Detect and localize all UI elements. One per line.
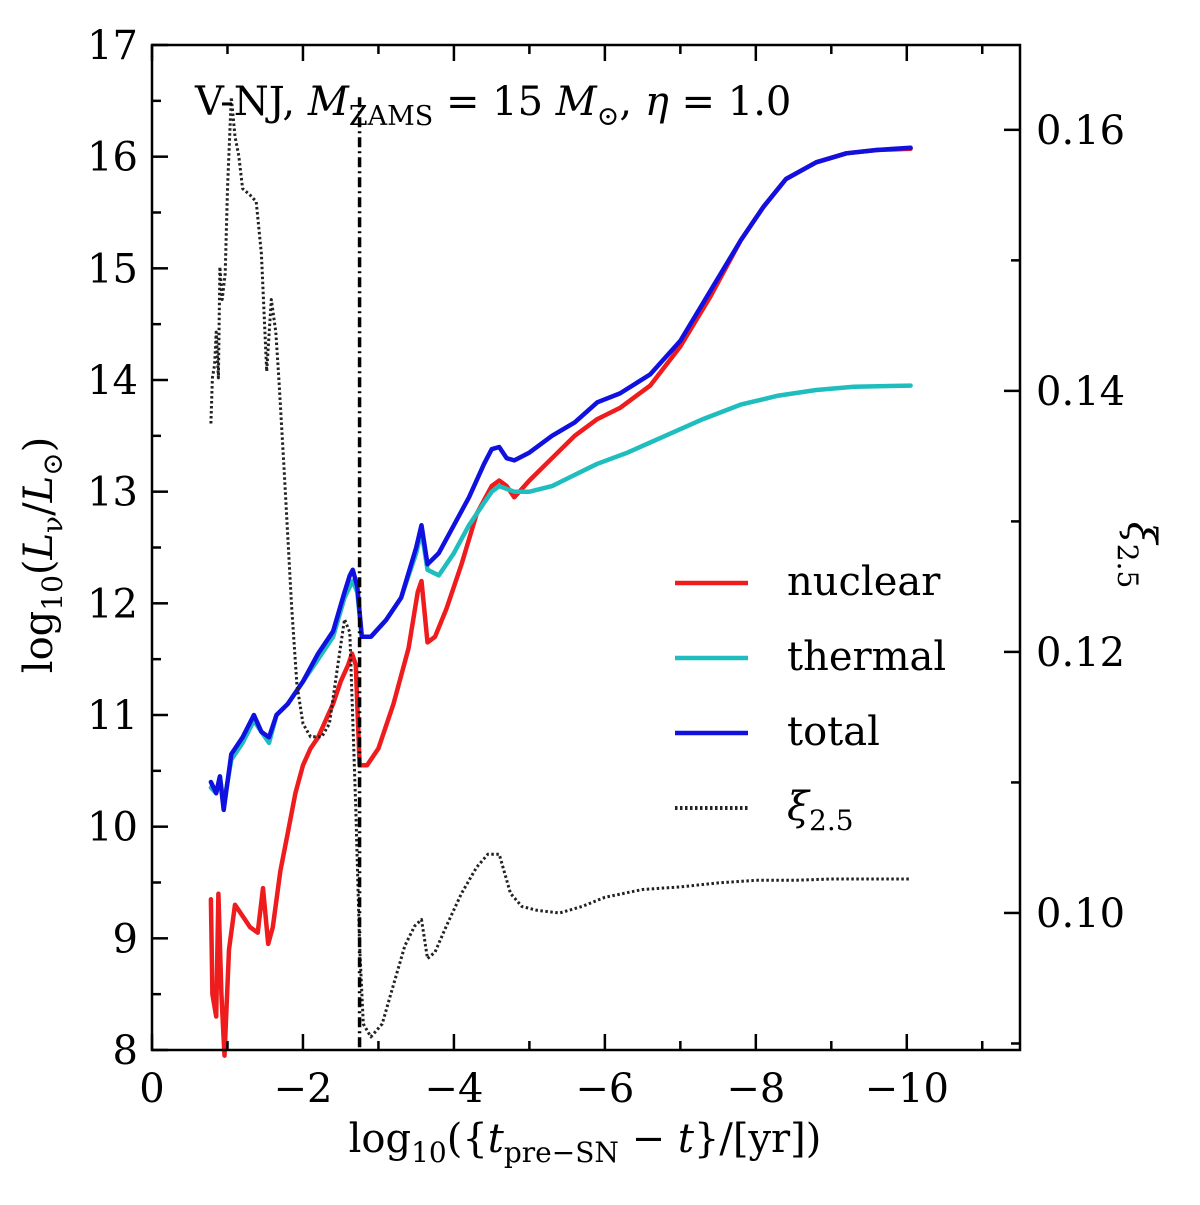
x-tick-label: −4 xyxy=(424,1066,483,1112)
y-tick-label: 17 xyxy=(87,23,138,69)
y-tick-label: 13 xyxy=(87,470,138,516)
y2-tick-label: 0.16 xyxy=(1036,108,1125,154)
series-line-2 xyxy=(208,145,913,813)
y-tick-label: 8 xyxy=(113,1028,138,1074)
x-tick-label: 0 xyxy=(139,1066,164,1112)
y-tick-label: 10 xyxy=(87,805,138,851)
y-tick-label: 11 xyxy=(87,693,138,739)
legend-label-1: thermal xyxy=(787,634,946,680)
plot-area: 0 −2 −4 −6 −8 −10 8 9 10 11 12 13 14 15 16 17 0.10 0.12 0.… xyxy=(87,23,1125,1112)
series-layer xyxy=(208,95,913,1058)
x-axis-label: log10({tpre−SN − t}/[yr]) xyxy=(349,1116,822,1169)
x-tick-label: −10 xyxy=(865,1066,949,1112)
ticks-layer: 0 −2 −4 −6 −8 −10 8 9 10 11 12 13 14 15 16 17 0.10 0.12 0.… xyxy=(87,23,1125,1112)
y-tick-label: 16 xyxy=(87,135,138,181)
chart-title: V-NJ, MZAMS = 15 M⊙, η = 1.0 xyxy=(194,79,791,132)
plot-frame xyxy=(150,43,1022,1052)
y-tick-label: 12 xyxy=(87,581,138,627)
y-tick-label: 14 xyxy=(87,358,138,404)
y2-axis-label: ξ2.5 xyxy=(1111,522,1164,589)
legend: nuclear thermal total ξ2.5 xyxy=(675,559,946,837)
x-tick-label: −2 xyxy=(273,1066,332,1112)
x-tick-label: −8 xyxy=(726,1066,785,1112)
legend-label-0: nuclear xyxy=(787,559,941,605)
y-tick-label: 9 xyxy=(113,916,138,962)
x-tick-label: −6 xyxy=(575,1066,634,1112)
y-tick-label: 15 xyxy=(87,246,138,292)
legend-label-3: ξ2.5 xyxy=(787,784,854,837)
series-line-0 xyxy=(208,146,913,1058)
y-axis-label: log10(Lν/L⊙) xyxy=(16,437,69,673)
y2-tick-label: 0.14 xyxy=(1036,369,1125,415)
y2-tick-label: 0.10 xyxy=(1036,891,1125,937)
y2-tick-label: 0.12 xyxy=(1036,630,1125,676)
legend-label-2: total xyxy=(787,709,880,755)
